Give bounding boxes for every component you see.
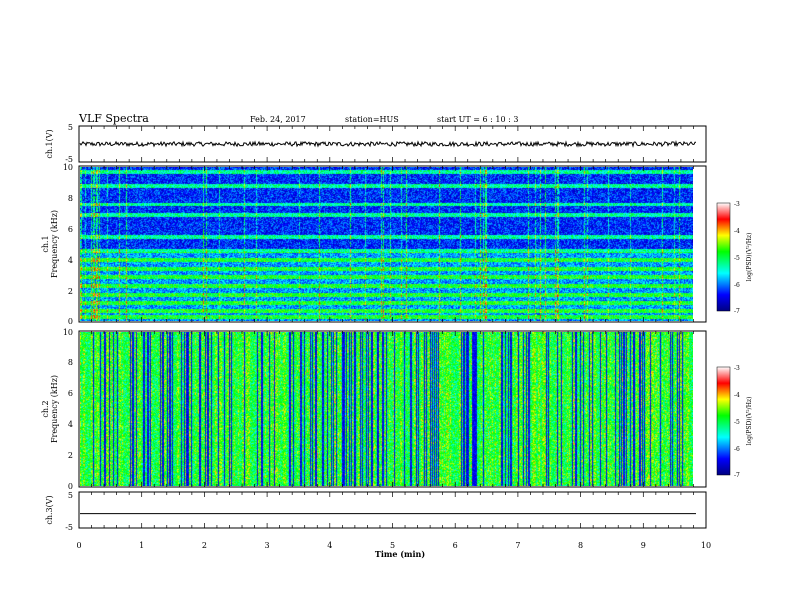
ch1-freq-tick-8: 8 bbox=[68, 194, 73, 203]
ch2-freq-tick-0: 0 bbox=[68, 482, 73, 491]
ch1-ytick-bottom: -5 bbox=[65, 155, 73, 164]
ch1-spec-ylabel-channel: ch.1 bbox=[41, 235, 50, 252]
ch1-freq-tick-6: 6 bbox=[68, 225, 73, 234]
x-tick-label: 8 bbox=[578, 541, 583, 550]
ch2-freq-tick-10: 10 bbox=[63, 328, 73, 337]
x-tick-label: 10 bbox=[701, 541, 711, 550]
ch2-cb-tick-6: -6 bbox=[734, 446, 740, 453]
ch2-freq-tick-4: 4 bbox=[68, 420, 73, 429]
ch3-ylabel: ch.3(V) bbox=[45, 495, 54, 524]
ch2-spectrogram-image bbox=[80, 332, 693, 486]
ch2-cb-tick-3: -3 bbox=[734, 365, 740, 372]
x-tick-label: 3 bbox=[265, 541, 270, 550]
ch2-freq-tick-6: 6 bbox=[68, 389, 73, 398]
x-tick-label: 6 bbox=[453, 541, 458, 550]
ch1-freq-tick-10: 10 bbox=[63, 163, 73, 172]
ch1-cb-tick-6: -6 bbox=[734, 282, 740, 289]
station-label: station=HUS bbox=[345, 115, 399, 124]
ch1-cb-tick-3: -3 bbox=[734, 201, 740, 208]
ch3-waveform-panel: 5 -5 ch.3(V) bbox=[45, 491, 707, 532]
ch2-spectrogram-panel: 0 2 4 6 8 10 ch.2 Frequency (kHz) -3 -4 … bbox=[41, 328, 753, 491]
ch1-spectrogram-image bbox=[80, 167, 693, 321]
ch3-ytick-bottom: -5 bbox=[65, 523, 73, 532]
ch1-ylabel: ch.1(V) bbox=[45, 129, 54, 158]
x-tick-label: 9 bbox=[641, 541, 646, 550]
ch2-freq-tick-2: 2 bbox=[68, 451, 73, 460]
ch1-cb-tick-7: -7 bbox=[734, 308, 740, 315]
x-tick-label: 1 bbox=[139, 541, 144, 550]
ch1-colorbar bbox=[716, 202, 731, 312]
x-tick-label: 7 bbox=[515, 541, 520, 550]
ch2-freq-tick-8: 8 bbox=[68, 358, 73, 367]
ch1-ytick-top: 5 bbox=[68, 123, 73, 132]
x-axis-tick-labels: 0 1 2 3 4 5 6 7 8 9 10 bbox=[76, 541, 711, 550]
x-tick-label: 2 bbox=[202, 541, 207, 550]
figure-title: VLF Spectra bbox=[78, 112, 149, 125]
start-time-label: start UT = 6 : 10 : 3 bbox=[437, 115, 518, 124]
ch2-spec-ylabel-channel: ch.2 bbox=[41, 400, 50, 417]
ch1-cb-tick-5: -5 bbox=[734, 255, 740, 262]
ch2-cb-label: log(PSD)(V²/Hz) bbox=[746, 397, 753, 446]
ch2-cb-tick-5: -5 bbox=[734, 419, 740, 426]
ch1-freq-tick-4: 4 bbox=[68, 256, 73, 265]
ch3-ytick-top: 5 bbox=[68, 491, 73, 500]
x-axis-label: Time (min) bbox=[375, 549, 425, 559]
date-label: Feb. 24, 2017 bbox=[250, 115, 306, 124]
ch2-cb-tick-4: -4 bbox=[734, 392, 740, 399]
ch1-cb-tick-4: -4 bbox=[734, 228, 740, 235]
x-tick-label: 0 bbox=[76, 541, 81, 550]
ch2-cb-tick-7: -7 bbox=[734, 472, 740, 479]
ch1-cb-label: log(PSD)(V²/Hz) bbox=[746, 233, 753, 282]
ch1-freq-tick-0: 0 bbox=[68, 317, 73, 326]
ch1-freq-tick-2: 2 bbox=[68, 287, 73, 296]
x-tick-label: 5 bbox=[390, 541, 395, 550]
ch1-waveform-panel: 5 -5 ch.1(V) bbox=[45, 123, 707, 164]
x-tick-label: 4 bbox=[327, 541, 332, 550]
ch1-spec-ylabel-freq: Frequency (kHz) bbox=[50, 210, 59, 278]
ch1-spectrogram-panel: 0 2 4 6 8 10 ch.1 Frequency (kHz) -3 -4 … bbox=[41, 163, 753, 326]
ch2-spec-ylabel-freq: Frequency (kHz) bbox=[50, 375, 59, 443]
ch2-colorbar bbox=[716, 366, 731, 476]
ch1-waveform-trace bbox=[79, 140, 697, 148]
